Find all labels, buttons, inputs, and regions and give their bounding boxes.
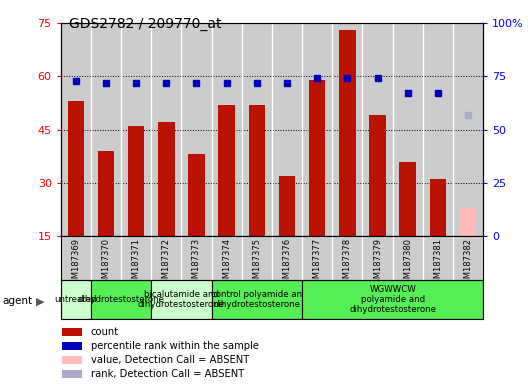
Text: control polyamide an
dihydrotestosterone: control polyamide an dihydrotestosterone: [211, 290, 303, 309]
Text: value, Detection Call = ABSENT: value, Detection Call = ABSENT: [91, 355, 249, 365]
Text: GSM187370: GSM187370: [101, 238, 110, 290]
Bar: [339, 30, 356, 236]
Text: untreated: untreated: [54, 295, 97, 304]
Bar: [430, 179, 446, 236]
Text: count: count: [91, 327, 119, 337]
Text: GSM187376: GSM187376: [282, 238, 291, 290]
Text: dihydrotestosterone: dihydrotestosterone: [78, 295, 165, 304]
Text: WGWWCW
polyamide and
dihydrotestosterone: WGWWCW polyamide and dihydrotestosterone: [349, 285, 436, 314]
Bar: [279, 176, 295, 236]
Text: GSM187371: GSM187371: [131, 238, 140, 290]
Text: agent: agent: [3, 296, 33, 306]
Text: GSM187382: GSM187382: [464, 238, 473, 290]
Bar: [61, 280, 91, 319]
Bar: [68, 101, 84, 236]
Bar: [369, 115, 386, 236]
Bar: [128, 126, 145, 236]
Text: GSM187374: GSM187374: [222, 238, 231, 290]
Bar: [309, 80, 325, 236]
Bar: [98, 151, 114, 236]
Bar: [62, 342, 82, 351]
Bar: [460, 208, 476, 236]
Bar: [62, 356, 82, 364]
Bar: [399, 162, 416, 236]
Text: GSM187377: GSM187377: [313, 238, 322, 290]
Text: GSM187381: GSM187381: [433, 238, 442, 290]
Bar: [212, 280, 302, 319]
Text: GSM187379: GSM187379: [373, 238, 382, 290]
Text: GSM187372: GSM187372: [162, 238, 171, 290]
Text: GSM187380: GSM187380: [403, 238, 412, 290]
Bar: [62, 328, 82, 336]
Text: GSM187373: GSM187373: [192, 238, 201, 290]
Bar: [91, 280, 151, 319]
Text: percentile rank within the sample: percentile rank within the sample: [91, 341, 259, 351]
Text: GSM187375: GSM187375: [252, 238, 261, 290]
Bar: [188, 154, 205, 236]
Bar: [151, 280, 212, 319]
Bar: [158, 122, 175, 236]
Text: GSM187369: GSM187369: [71, 238, 80, 290]
Text: rank, Detection Call = ABSENT: rank, Detection Call = ABSENT: [91, 369, 244, 379]
Bar: [302, 280, 483, 319]
Text: bicalutamide and
dihydrotestosterone: bicalutamide and dihydrotestosterone: [138, 290, 225, 309]
Text: GDS2782 / 209770_at: GDS2782 / 209770_at: [69, 17, 221, 31]
Bar: [219, 105, 235, 236]
Text: ▶: ▶: [36, 296, 44, 306]
Bar: [249, 105, 265, 236]
Text: GSM187378: GSM187378: [343, 238, 352, 290]
Bar: [62, 370, 82, 378]
